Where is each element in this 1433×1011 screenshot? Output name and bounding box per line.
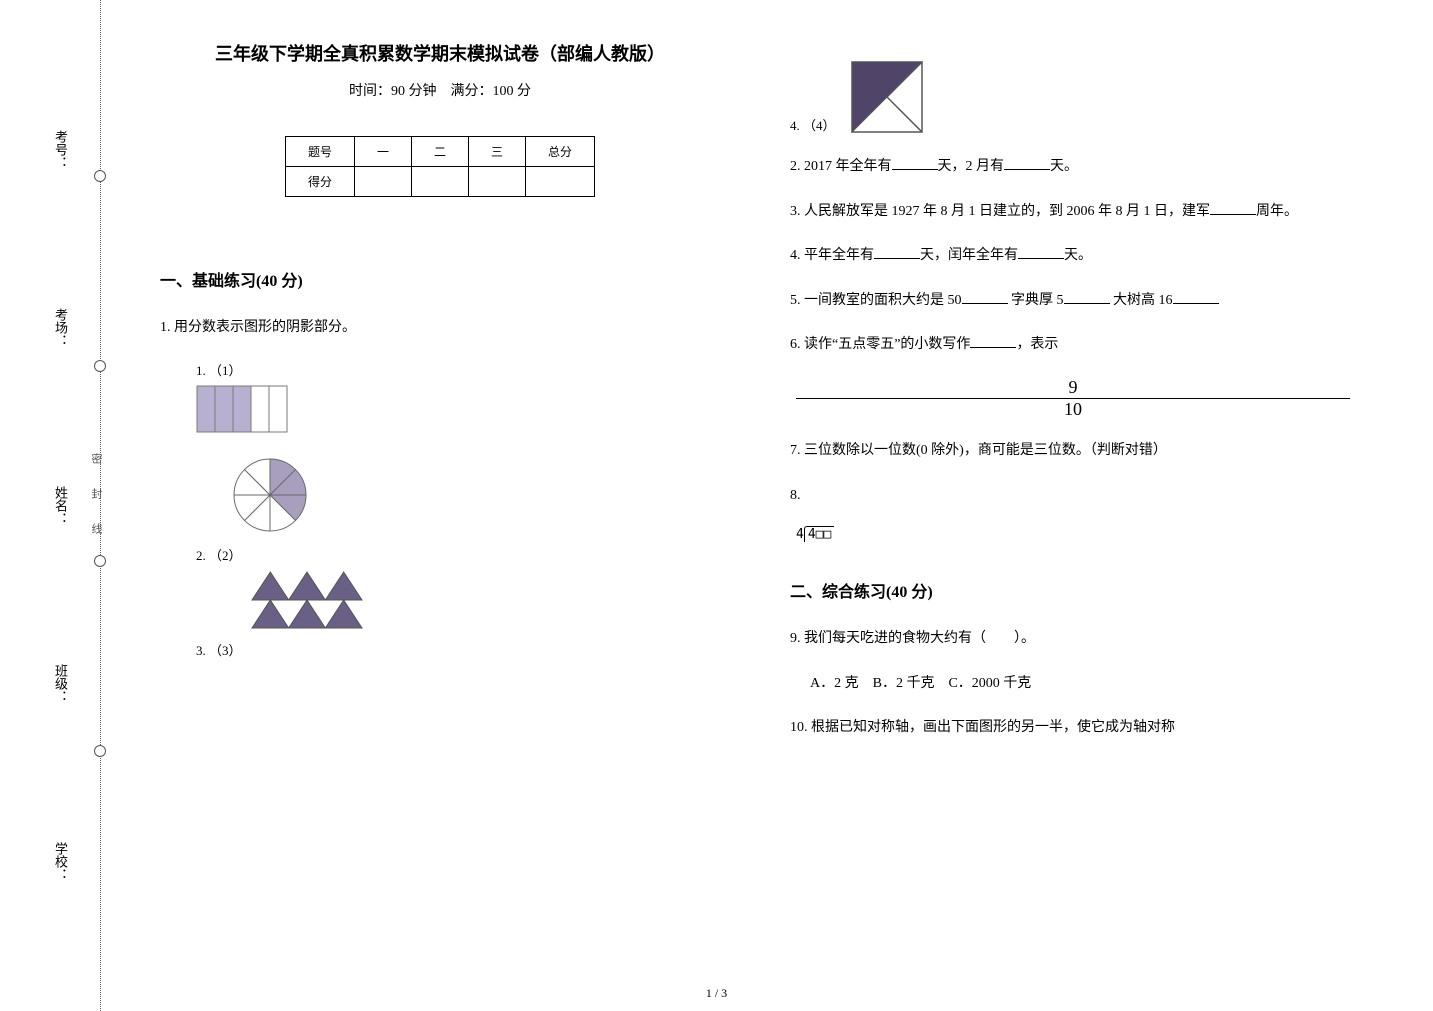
binding-label-id: 考号： xyxy=(40,130,70,169)
binding-circle-icon xyxy=(94,360,106,372)
right-column: 4. （4） 2. 2017 年全年有天，2 月有天。 3. 人民解放军是 19… xyxy=(790,40,1350,980)
question-6: 6. 读作“五点零五”的小数写作 ，表示 xyxy=(790,332,1350,359)
binding-label-name: 姓名： xyxy=(40,486,70,525)
blank xyxy=(1173,290,1219,304)
page-title: 三年级下学期全真积累数学期末模拟试卷（部编人教版） xyxy=(160,40,720,66)
q6-text-a: 6. 读作“五点零五”的小数写作 xyxy=(790,337,970,352)
blank xyxy=(892,156,938,170)
question-8: 8. xyxy=(790,483,1350,510)
binding-label-room: 考场： xyxy=(40,308,70,347)
q2-text-a: 2. 2017 年全年有 xyxy=(790,159,892,174)
q2-text-c: 天。 xyxy=(1050,159,1078,174)
q3-text-a: 3. 人民解放军是 1927 年 8 月 1 日建立的，到 2006 年 8 月… xyxy=(790,204,1210,219)
th-three: 三 xyxy=(469,137,526,167)
q5-text-a: 5. 一间教室的面积大约是 50 xyxy=(790,293,962,308)
q4-text-b: 天，闰年全年有 xyxy=(920,248,1018,263)
blank xyxy=(1210,201,1256,215)
binding-labels: 学校： 班级： 姓名： 考场： 考号： xyxy=(40,0,70,1011)
question-10: 10. 根据已知对称轴，画出下面图形的另一半，使它成为轴对称 xyxy=(790,715,1350,742)
q3-text-b: 周年。 xyxy=(1256,204,1298,219)
score-cell xyxy=(526,167,595,197)
question-9: 9. 我们每天吃进的食物大约有（ ）。 xyxy=(790,626,1350,653)
figure-1 xyxy=(196,385,720,435)
score-cell xyxy=(469,167,526,197)
fullscore-text: 满分：100 分 xyxy=(451,84,532,99)
blank xyxy=(874,245,920,259)
fraction-denominator: 10 xyxy=(796,399,1350,420)
binding-circle-icon xyxy=(94,745,106,757)
th-score: 得分 xyxy=(285,167,354,197)
blank xyxy=(1018,245,1064,259)
q1-sub-1: 1. （1） xyxy=(196,360,720,379)
q1-sub-2: 2. （2） xyxy=(196,545,720,564)
question-3: 3. 人民解放军是 1927 年 8 月 1 日建立的，到 2006 年 8 月… xyxy=(790,199,1350,226)
q5-text-b: 字典厚 5 xyxy=(1008,293,1064,308)
table-row: 题号 一 二 三 总分 xyxy=(285,137,594,167)
time-text: 时间：90 分钟 xyxy=(349,84,437,99)
score-table: 题号 一 二 三 总分 得分 xyxy=(285,136,595,197)
blank xyxy=(1064,290,1110,304)
fraction-numerator: 9 xyxy=(796,377,1350,399)
table-row: 得分 xyxy=(285,167,594,197)
seal-text: 密封线 xyxy=(88,0,104,1011)
binding-circle-icon xyxy=(94,170,106,182)
binding-label-school: 学校： xyxy=(40,842,70,881)
figure-4 xyxy=(850,60,924,134)
section-2-heading: 二、综合练习(40 分) xyxy=(790,578,1350,602)
question-7: 7. 三位数除以一位数(0 除外)，商可能是三位数。（判断对错） xyxy=(790,438,1350,465)
page-number: 1 / 3 xyxy=(706,986,727,1001)
binding-strip: 学校： 班级： 姓名： 考场： 考号： 密封线 xyxy=(40,0,130,1011)
section-1-heading: 一、基础练习(40 分) xyxy=(160,267,720,291)
binding-circle-icon xyxy=(94,555,106,567)
score-cell xyxy=(411,167,468,197)
dividend: 4□□ xyxy=(804,526,834,542)
th-one: 一 xyxy=(354,137,411,167)
figure-2 xyxy=(230,455,720,535)
q5-text-c: 大树高 16 xyxy=(1110,293,1173,308)
divisor: 4 xyxy=(796,527,804,542)
q1-sub-4: 4. （4） xyxy=(790,115,836,134)
question-5: 5. 一间教室的面积大约是 50 字典厚 5 大树高 16 xyxy=(790,288,1350,315)
blank xyxy=(962,290,1008,304)
th-two: 二 xyxy=(411,137,468,167)
q4-text-a: 4. 平年全年有 xyxy=(790,248,874,263)
page-subtitle: 时间：90 分钟 满分：100 分 xyxy=(160,80,720,100)
question-9-options: A．2 克 B．2 千克 C．2000 千克 xyxy=(810,671,1350,698)
th-number: 题号 xyxy=(285,137,354,167)
q4-text-c: 天。 xyxy=(1064,248,1092,263)
long-division: 44□□ xyxy=(796,527,1350,542)
question-2: 2. 2017 年全年有 天，2 月有 天。 xyxy=(790,154,1350,181)
score-cell xyxy=(354,167,411,197)
fraction-9-10: 9 10 xyxy=(796,377,1350,420)
q6-text-b: ，表示 xyxy=(1016,337,1058,352)
figure-3 xyxy=(250,570,720,630)
question-4: 4. 平年全年有 天，闰年全年有 天。 xyxy=(790,243,1350,270)
binding-label-class: 班级： xyxy=(40,664,70,703)
blank xyxy=(1004,156,1050,170)
q1-sub-3: 3. （3） xyxy=(196,640,720,659)
blank xyxy=(970,334,1016,348)
binding-seal-line: 密封线 xyxy=(70,0,130,1011)
left-column: 三年级下学期全真积累数学期末模拟试卷（部编人教版） 时间：90 分钟 满分：10… xyxy=(160,40,720,980)
th-total: 总分 xyxy=(526,137,595,167)
q2-text-b: 天，2 月有 xyxy=(938,159,1005,174)
question-1: 1. 用分数表示图形的阴影部分。 xyxy=(160,315,720,342)
